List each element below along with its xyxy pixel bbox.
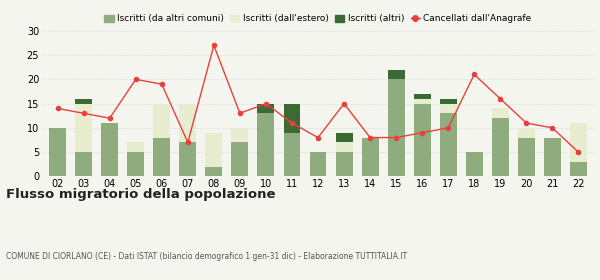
Bar <box>310 152 326 176</box>
Bar <box>388 70 404 79</box>
Bar <box>570 123 587 162</box>
Bar <box>49 128 66 176</box>
Bar <box>544 137 561 176</box>
Bar <box>101 123 118 176</box>
Bar <box>335 143 353 152</box>
Bar <box>284 133 301 176</box>
Bar <box>75 152 92 176</box>
Bar <box>335 133 353 143</box>
Bar <box>154 104 170 137</box>
Bar <box>413 94 431 99</box>
Bar <box>492 118 509 176</box>
Text: COMUNE DI CIORLANO (CE) - Dati ISTAT (bilancio demografico 1 gen-31 dic) - Elabo: COMUNE DI CIORLANO (CE) - Dati ISTAT (bi… <box>6 252 407 261</box>
Bar <box>257 104 274 113</box>
Bar <box>518 128 535 137</box>
Bar <box>127 143 144 152</box>
Bar <box>335 152 353 176</box>
Legend: Iscritti (da altri comuni), Iscritti (dall'estero), Iscritti (altri), Cancellati: Iscritti (da altri comuni), Iscritti (da… <box>104 14 532 23</box>
Text: Flusso migratorio della popolazione: Flusso migratorio della popolazione <box>6 188 275 200</box>
Bar <box>466 152 482 176</box>
Bar <box>440 113 457 176</box>
Bar <box>388 79 404 176</box>
Bar <box>154 137 170 176</box>
Bar <box>413 104 431 176</box>
Bar <box>257 113 274 176</box>
Bar <box>179 104 196 143</box>
Bar <box>492 108 509 118</box>
Bar <box>440 104 457 113</box>
Bar <box>232 143 248 176</box>
Bar <box>127 152 144 176</box>
Bar <box>570 162 587 176</box>
Bar <box>205 167 223 176</box>
Bar <box>518 137 535 176</box>
Bar <box>413 99 431 104</box>
Bar <box>205 133 223 167</box>
Bar <box>284 104 301 133</box>
Bar <box>179 143 196 176</box>
Bar <box>232 128 248 143</box>
Bar <box>75 99 92 104</box>
Bar <box>362 137 379 176</box>
Bar <box>75 104 92 152</box>
Bar <box>440 99 457 104</box>
